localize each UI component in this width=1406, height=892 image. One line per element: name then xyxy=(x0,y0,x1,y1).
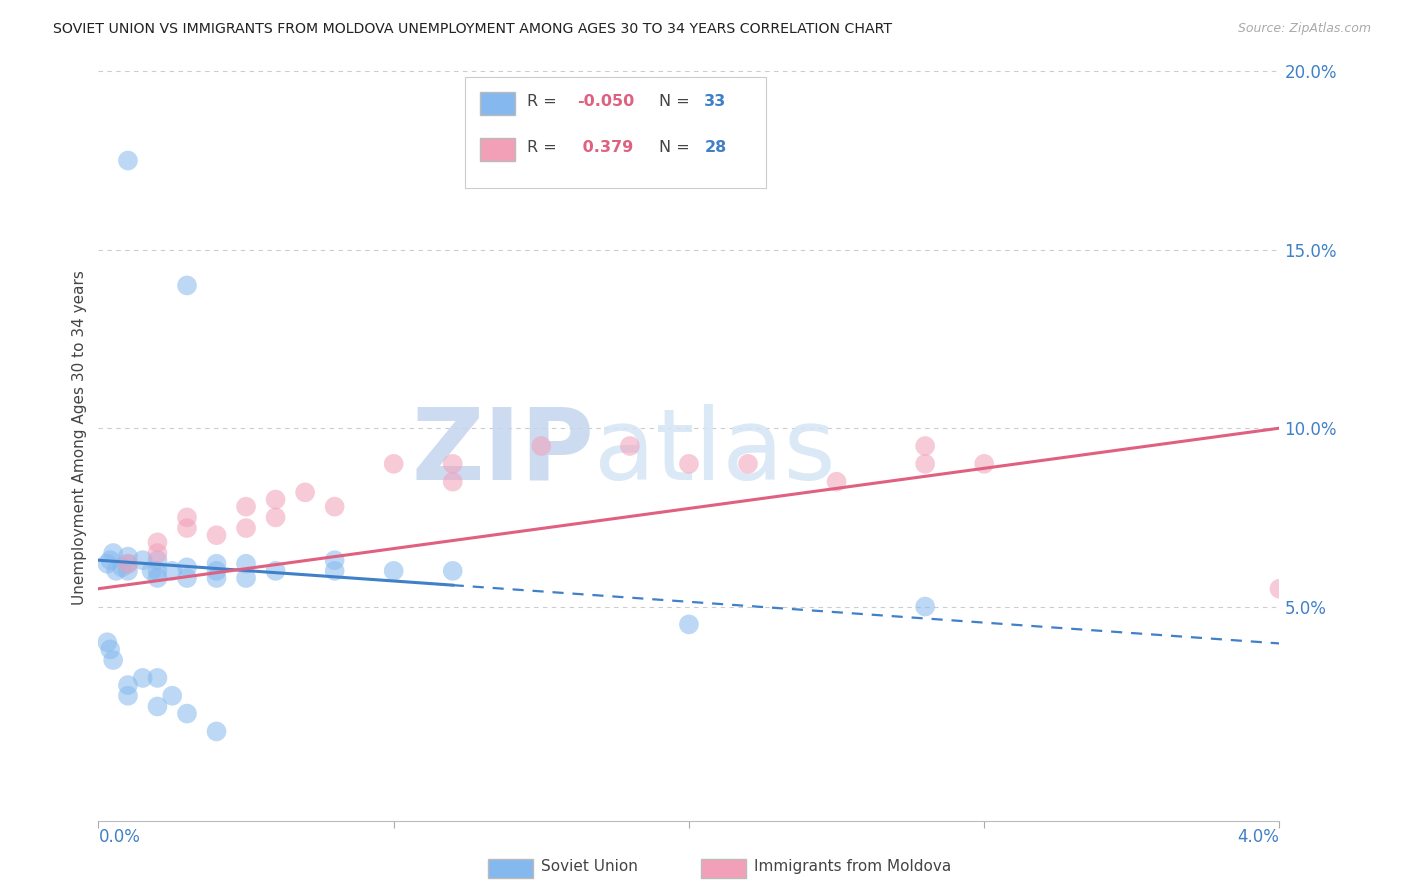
Point xyxy=(96,635,118,649)
Point xyxy=(162,564,183,578)
Bar xyxy=(488,859,533,878)
Point xyxy=(117,549,139,564)
Point xyxy=(530,171,553,186)
Point xyxy=(973,457,995,471)
Point xyxy=(737,457,759,471)
Point xyxy=(205,571,228,585)
Point xyxy=(146,671,169,685)
Point xyxy=(103,653,125,667)
Point xyxy=(117,689,139,703)
Text: -0.050: -0.050 xyxy=(576,95,634,109)
Point xyxy=(98,642,121,657)
Point xyxy=(382,564,405,578)
Text: Soviet Union: Soviet Union xyxy=(541,859,638,874)
Text: 0.0%: 0.0% xyxy=(98,828,141,846)
Point xyxy=(132,671,155,685)
FancyBboxPatch shape xyxy=(464,77,766,188)
Point xyxy=(323,500,346,514)
Text: R =: R = xyxy=(527,140,557,155)
Point xyxy=(146,535,169,549)
Point xyxy=(111,560,134,574)
Point xyxy=(441,564,464,578)
Point xyxy=(235,500,257,514)
Point xyxy=(323,564,346,578)
Bar xyxy=(479,138,516,161)
Point xyxy=(382,457,405,471)
Point xyxy=(678,617,700,632)
Text: Immigrants from Moldova: Immigrants from Moldova xyxy=(754,859,950,874)
Text: 33: 33 xyxy=(704,95,727,109)
Point xyxy=(96,557,118,571)
Point xyxy=(162,689,183,703)
Text: ZIP: ZIP xyxy=(412,404,595,501)
Point xyxy=(176,571,198,585)
Point xyxy=(117,557,139,571)
Point xyxy=(176,278,198,293)
Point xyxy=(205,557,228,571)
Point xyxy=(146,571,169,585)
Point xyxy=(98,553,121,567)
Bar xyxy=(479,92,516,115)
Point xyxy=(105,564,128,578)
Text: N =: N = xyxy=(659,140,690,155)
Point xyxy=(441,457,464,471)
Point xyxy=(678,457,700,471)
Point xyxy=(146,553,169,567)
Point xyxy=(914,599,936,614)
Point xyxy=(530,439,553,453)
Point xyxy=(323,553,346,567)
Point xyxy=(235,571,257,585)
Point xyxy=(176,510,198,524)
Point xyxy=(117,678,139,692)
Text: R =: R = xyxy=(527,95,557,109)
Point xyxy=(205,528,228,542)
Y-axis label: Unemployment Among Ages 30 to 34 years: Unemployment Among Ages 30 to 34 years xyxy=(72,269,87,605)
Text: atlas: atlas xyxy=(595,404,837,501)
Text: SOVIET UNION VS IMMIGRANTS FROM MOLDOVA UNEMPLOYMENT AMONG AGES 30 TO 34 YEARS C: SOVIET UNION VS IMMIGRANTS FROM MOLDOVA … xyxy=(53,22,893,37)
Point xyxy=(205,724,228,739)
Point xyxy=(117,564,139,578)
Point xyxy=(117,557,139,571)
Point xyxy=(235,557,257,571)
Text: 4.0%: 4.0% xyxy=(1237,828,1279,846)
Point xyxy=(914,439,936,453)
Point xyxy=(294,485,316,500)
Text: 0.379: 0.379 xyxy=(576,140,633,155)
Point xyxy=(1268,582,1291,596)
Text: Source: ZipAtlas.com: Source: ZipAtlas.com xyxy=(1237,22,1371,36)
Point xyxy=(132,553,155,567)
Point xyxy=(176,706,198,721)
Point xyxy=(619,439,641,453)
Point xyxy=(176,560,198,574)
Point xyxy=(146,564,169,578)
Text: 28: 28 xyxy=(704,140,727,155)
Point xyxy=(441,475,464,489)
Point xyxy=(146,699,169,714)
Point xyxy=(914,457,936,471)
Point xyxy=(176,521,198,535)
Point xyxy=(205,564,228,578)
Text: N =: N = xyxy=(659,95,690,109)
Point xyxy=(264,492,287,507)
Point xyxy=(264,510,287,524)
Bar xyxy=(700,859,745,878)
Point xyxy=(235,521,257,535)
Point xyxy=(825,475,848,489)
Point xyxy=(103,546,125,560)
Point xyxy=(141,564,163,578)
Point xyxy=(117,153,139,168)
Point xyxy=(264,564,287,578)
Point xyxy=(146,546,169,560)
